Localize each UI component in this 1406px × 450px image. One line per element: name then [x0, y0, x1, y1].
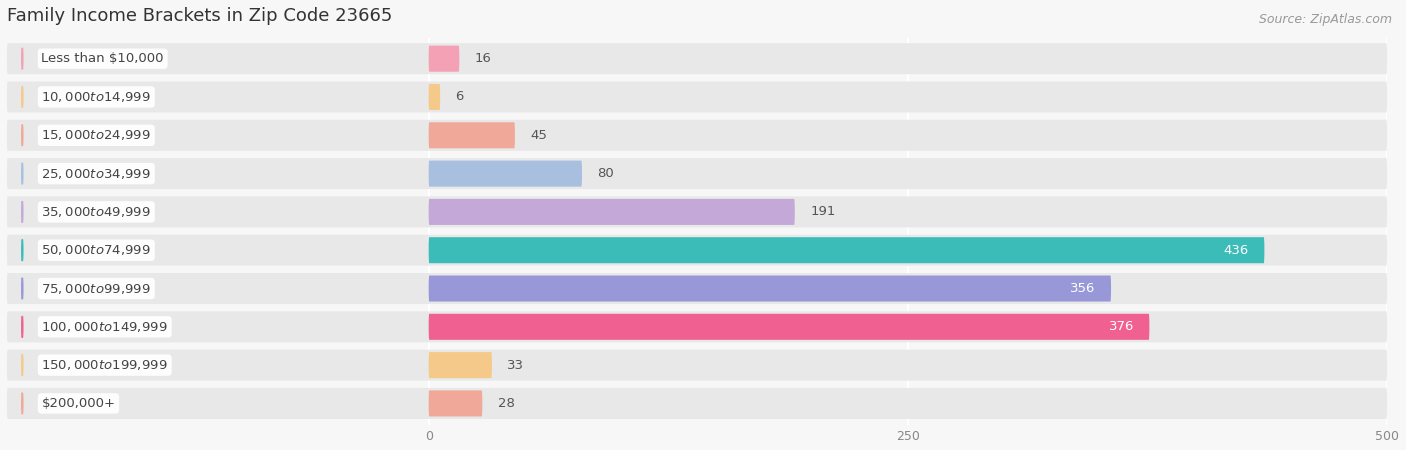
Text: $25,000 to $34,999: $25,000 to $34,999 [41, 166, 152, 180]
Text: $15,000 to $24,999: $15,000 to $24,999 [41, 128, 152, 142]
FancyBboxPatch shape [429, 84, 440, 110]
Text: 45: 45 [530, 129, 547, 142]
FancyBboxPatch shape [429, 237, 1264, 263]
Text: $10,000 to $14,999: $10,000 to $14,999 [41, 90, 152, 104]
Text: 33: 33 [508, 359, 524, 372]
FancyBboxPatch shape [429, 391, 482, 416]
Text: Family Income Brackets in Zip Code 23665: Family Income Brackets in Zip Code 23665 [7, 7, 392, 25]
FancyBboxPatch shape [429, 199, 794, 225]
Text: 436: 436 [1223, 244, 1249, 256]
FancyBboxPatch shape [7, 311, 1388, 342]
Text: $150,000 to $199,999: $150,000 to $199,999 [41, 358, 167, 372]
FancyBboxPatch shape [7, 388, 1388, 419]
Text: 16: 16 [475, 52, 492, 65]
FancyBboxPatch shape [429, 161, 582, 187]
Text: 376: 376 [1109, 320, 1135, 333]
Text: 28: 28 [498, 397, 515, 410]
FancyBboxPatch shape [7, 273, 1388, 304]
Text: 191: 191 [810, 205, 835, 218]
Text: $200,000+: $200,000+ [41, 397, 115, 410]
FancyBboxPatch shape [429, 314, 1149, 340]
FancyBboxPatch shape [7, 43, 1388, 74]
FancyBboxPatch shape [429, 122, 515, 148]
FancyBboxPatch shape [7, 158, 1388, 189]
FancyBboxPatch shape [429, 352, 492, 378]
Text: $50,000 to $74,999: $50,000 to $74,999 [41, 243, 152, 257]
FancyBboxPatch shape [429, 275, 1111, 302]
Text: $75,000 to $99,999: $75,000 to $99,999 [41, 282, 152, 296]
Text: 356: 356 [1070, 282, 1095, 295]
FancyBboxPatch shape [429, 45, 460, 72]
Text: $35,000 to $49,999: $35,000 to $49,999 [41, 205, 152, 219]
Text: Less than $10,000: Less than $10,000 [41, 52, 165, 65]
FancyBboxPatch shape [7, 120, 1388, 151]
Text: $100,000 to $149,999: $100,000 to $149,999 [41, 320, 167, 334]
FancyBboxPatch shape [7, 196, 1388, 227]
FancyBboxPatch shape [7, 350, 1388, 381]
Text: 6: 6 [456, 90, 464, 104]
Text: 80: 80 [598, 167, 614, 180]
FancyBboxPatch shape [7, 81, 1388, 112]
Text: Source: ZipAtlas.com: Source: ZipAtlas.com [1258, 14, 1392, 27]
FancyBboxPatch shape [7, 235, 1388, 266]
